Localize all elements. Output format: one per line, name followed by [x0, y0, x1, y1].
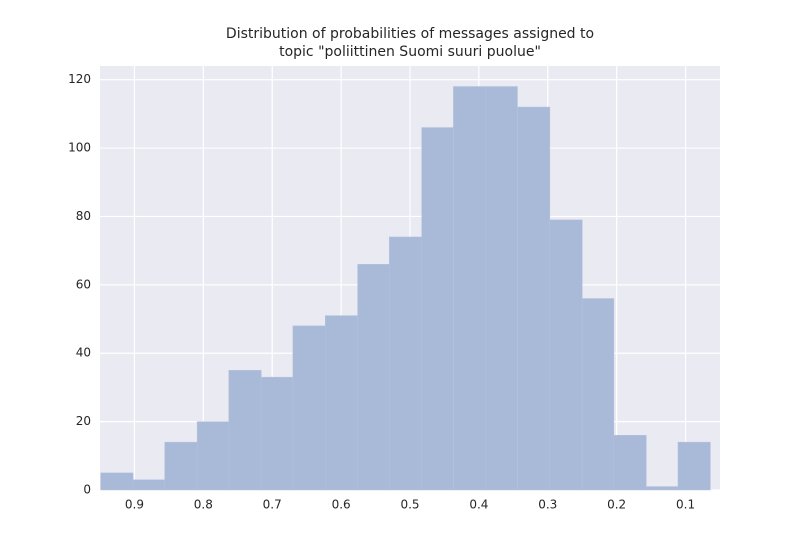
- x-tick-label: 0.1: [676, 498, 695, 512]
- x-tick-label: 0.3: [538, 498, 557, 512]
- y-tick-label: 100: [68, 141, 91, 155]
- bar: [132, 479, 166, 491]
- y-tick-label: 80: [76, 209, 91, 223]
- bar: [325, 315, 358, 491]
- x-tick-label: 0.5: [400, 498, 419, 512]
- bar: [485, 86, 518, 491]
- bar: [100, 472, 134, 491]
- y-tick-label: 20: [76, 414, 91, 428]
- bar: [292, 325, 326, 491]
- y-tick-label: 0: [83, 483, 91, 497]
- x-tick-label: 0.7: [263, 498, 282, 512]
- bar: [164, 441, 198, 491]
- x-tick-label: 0.8: [194, 498, 213, 512]
- x-tick-label: 0.4: [469, 498, 488, 512]
- bar: [549, 219, 583, 491]
- chart-title: Distribution of probabilities of message…: [226, 26, 594, 42]
- y-tick-label: 120: [68, 72, 91, 86]
- bar: [228, 370, 262, 491]
- bar: [196, 421, 230, 491]
- x-tick-label: 0.6: [332, 498, 351, 512]
- bar: [581, 298, 615, 491]
- chart-title: topic "poliittinen Suomi suuri puolue": [279, 44, 541, 60]
- bar: [260, 376, 294, 491]
- bar: [646, 486, 679, 491]
- bar: [389, 236, 422, 491]
- x-tick-label: 0.9: [125, 498, 144, 512]
- y-tick-label: 40: [76, 346, 91, 360]
- bar: [357, 264, 390, 491]
- bar: [517, 106, 551, 491]
- bar: [613, 435, 647, 491]
- bar: [421, 127, 454, 491]
- x-tick-label: 0.2: [607, 498, 626, 512]
- bar: [453, 86, 487, 491]
- y-tick-label: 60: [76, 277, 91, 291]
- bar: [677, 441, 711, 491]
